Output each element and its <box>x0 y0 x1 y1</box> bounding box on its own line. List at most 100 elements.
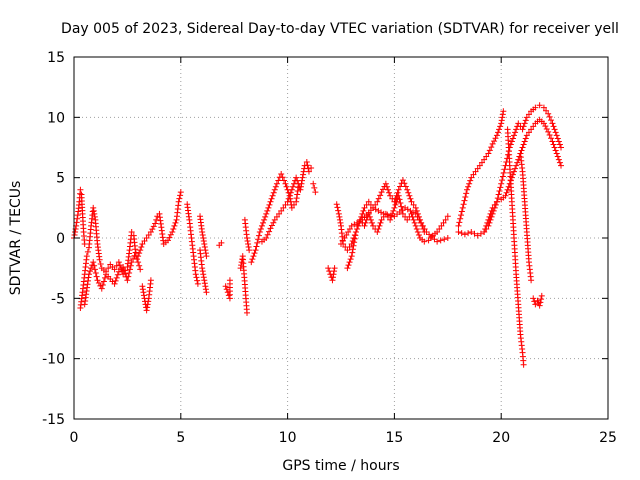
data-point <box>329 277 336 284</box>
data-point <box>436 225 443 232</box>
data-point <box>486 213 493 220</box>
data-point <box>346 259 353 266</box>
data-point <box>350 242 357 249</box>
data-point <box>383 183 390 190</box>
data-point <box>499 173 506 180</box>
data-point <box>522 135 529 142</box>
data-point <box>351 235 358 242</box>
data-point <box>536 102 543 109</box>
data-point <box>413 207 420 214</box>
data-point <box>515 120 522 127</box>
data-point <box>512 165 519 172</box>
data-point <box>91 262 98 269</box>
data-point <box>496 126 503 133</box>
data-point <box>421 225 428 232</box>
data-point <box>287 189 294 196</box>
data-point <box>257 225 264 232</box>
data-point <box>485 150 492 157</box>
data-point <box>202 286 209 293</box>
data-point <box>297 183 304 190</box>
data-point <box>283 183 290 190</box>
data-point <box>200 271 207 278</box>
data-point <box>387 212 394 219</box>
data-point <box>362 219 369 226</box>
data-point <box>546 132 553 139</box>
data-point <box>128 228 135 235</box>
data-point <box>139 241 146 248</box>
data-point <box>416 216 423 223</box>
data-point <box>556 141 563 148</box>
data-point <box>199 228 206 235</box>
data-point <box>488 207 495 214</box>
data-point <box>152 220 159 227</box>
data-point <box>484 219 491 226</box>
data-point <box>294 191 301 198</box>
data-point <box>395 186 402 193</box>
data-point <box>555 138 562 145</box>
data-point <box>270 189 277 196</box>
data-point <box>335 207 342 214</box>
data-point <box>488 144 495 151</box>
data-point <box>137 247 144 254</box>
data-point <box>540 104 547 111</box>
data-point <box>336 216 343 223</box>
data-point <box>387 192 394 199</box>
x-tick-label: 25 <box>599 430 617 446</box>
data-point <box>140 292 147 299</box>
data-point <box>144 301 151 308</box>
data-point <box>348 253 355 260</box>
data-point <box>492 135 499 142</box>
data-point <box>284 198 291 205</box>
data-point <box>135 253 142 260</box>
data-point <box>500 108 507 115</box>
data-point <box>413 225 420 232</box>
data-point <box>335 210 342 217</box>
data-point <box>331 268 338 275</box>
data-point <box>286 192 293 199</box>
data-point <box>397 200 404 207</box>
data-point <box>520 141 527 148</box>
data-point <box>248 259 255 266</box>
data-point <box>96 256 103 263</box>
data-point <box>336 213 343 220</box>
data-point <box>394 189 401 196</box>
data-point <box>392 201 399 208</box>
data-point <box>531 298 538 305</box>
data-point <box>263 235 270 241</box>
data-point <box>170 225 177 232</box>
data-point <box>222 283 229 290</box>
data-point <box>513 126 520 133</box>
data-point <box>264 207 271 214</box>
data-point <box>470 171 477 178</box>
data-point <box>387 216 394 223</box>
x-tick-label: 5 <box>176 430 185 446</box>
data-point <box>352 228 359 235</box>
data-point <box>402 183 409 190</box>
data-point <box>112 277 119 284</box>
data-point <box>194 277 201 284</box>
data-point <box>288 186 295 193</box>
data-point <box>345 262 352 269</box>
data-point <box>421 238 428 245</box>
data-point <box>375 207 382 214</box>
data-point <box>503 189 510 196</box>
data-point <box>458 208 465 215</box>
data-point <box>139 286 146 293</box>
data-point <box>346 225 353 232</box>
data-point <box>280 204 287 211</box>
data-point <box>330 271 337 278</box>
data-point <box>411 219 418 226</box>
data-point <box>273 180 280 187</box>
data-point <box>537 299 544 306</box>
data-point <box>472 168 479 175</box>
data-point <box>331 265 338 272</box>
data-point <box>495 191 502 198</box>
data-point <box>516 153 523 160</box>
data-point <box>279 174 286 181</box>
data-point <box>471 230 478 237</box>
data-point <box>98 285 105 292</box>
data-point <box>201 280 208 287</box>
data-point <box>281 177 288 184</box>
data-point <box>382 180 389 187</box>
